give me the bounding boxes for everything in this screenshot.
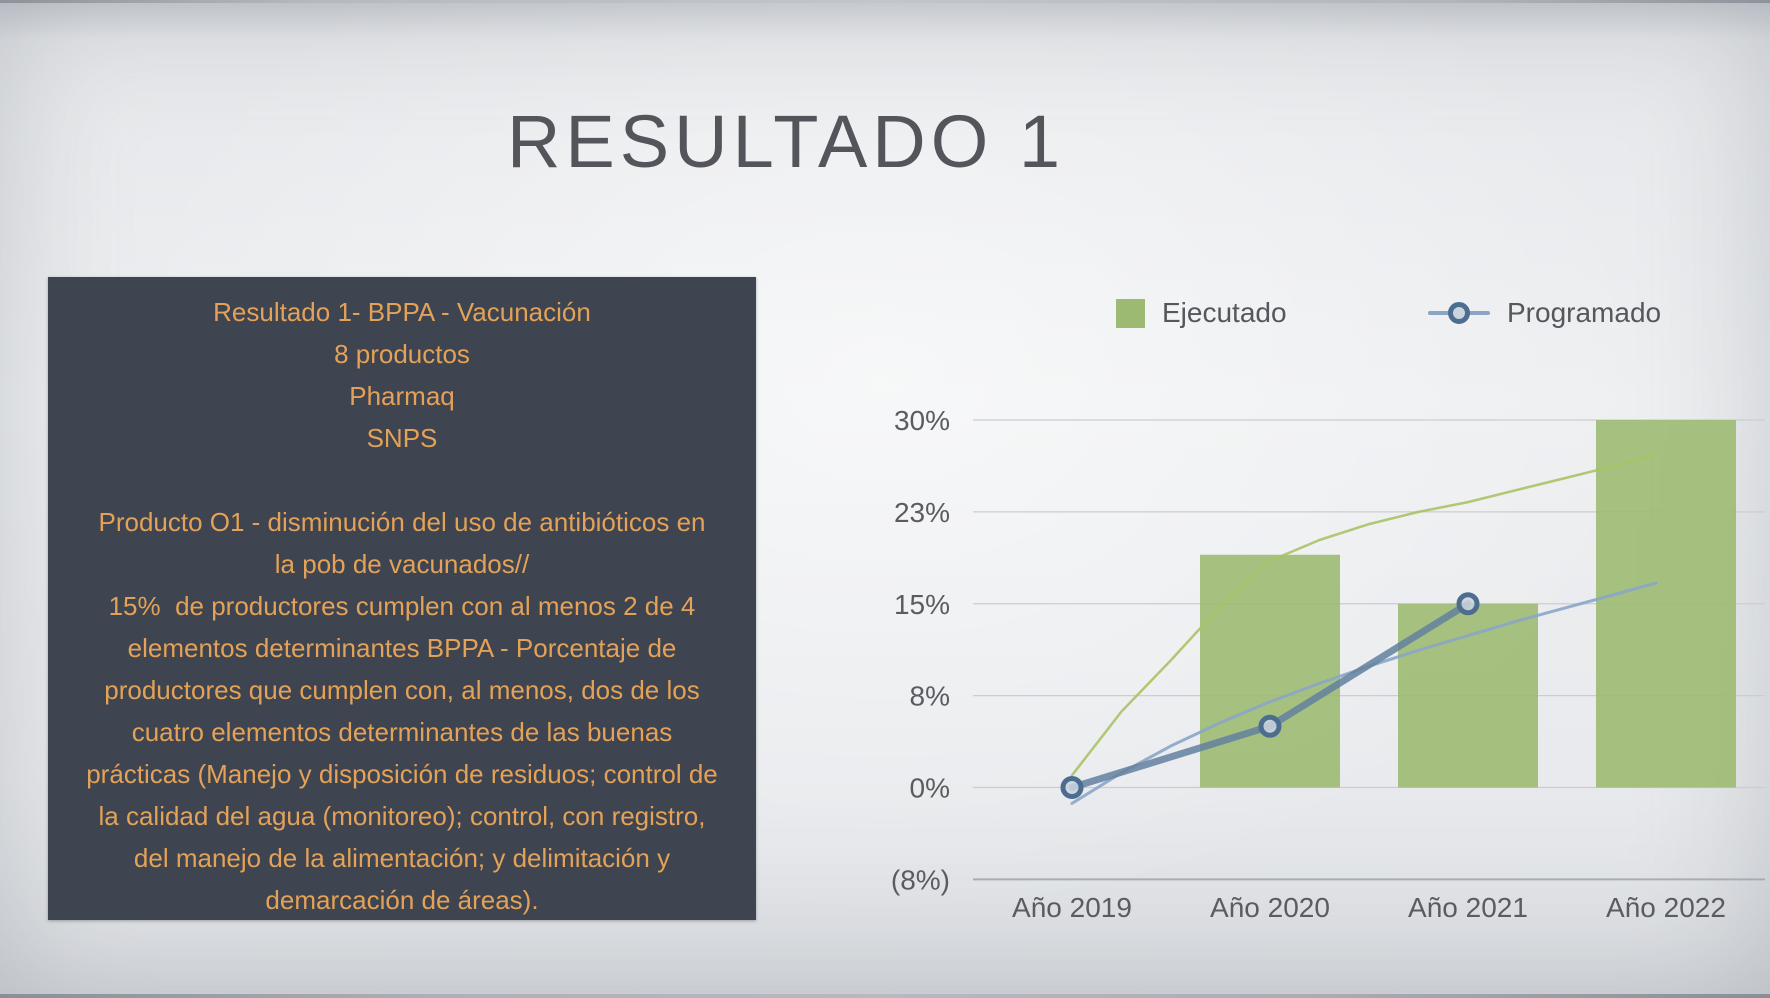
- info-box-line: [48, 459, 756, 501]
- x-axis-category-label: Año 2021: [1408, 892, 1528, 923]
- info-box-line: la pob de vacunados//: [274, 549, 530, 579]
- programado-marker: [1258, 714, 1282, 738]
- slide-top-edge: [0, 0, 1770, 3]
- y-axis-tick-label: (8%): [891, 864, 950, 895]
- legend-ring-icon: [1448, 302, 1470, 324]
- y-axis-tick-label: 0%: [910, 773, 950, 804]
- y-axis-tick-label: 15%: [894, 589, 950, 620]
- info-box-line: prácticas (Manejo y disposición de resid…: [86, 759, 718, 789]
- trendline-ejecutado: [1070, 453, 1658, 777]
- info-box-line: Producto O1 - disminución del uso de ant…: [98, 507, 706, 537]
- legend-item-ejecutado: Ejecutado: [1116, 296, 1287, 330]
- y-axis-tick-label: 23%: [894, 497, 950, 528]
- info-box: Resultado 1- BPPA - Vacunación 8 product…: [48, 277, 756, 920]
- info-box-line: Pharmaq: [349, 381, 455, 411]
- legend-label-ejecutado: Ejecutado: [1162, 297, 1287, 328]
- info-box-line: 8 productos: [334, 339, 470, 369]
- bar-ejecutado-año-2022: [1596, 420, 1736, 788]
- info-box-line: SNPS: [366, 423, 438, 453]
- x-axis-category-label: Año 2019: [1012, 892, 1132, 923]
- legend-label-programado: Programado: [1507, 297, 1662, 328]
- info-box-line: elementos determinantes BPPA - Porcentaj…: [127, 633, 677, 663]
- info-box-line: del manejo de la alimentación; y delimit…: [133, 843, 671, 873]
- x-axis-category-label: Año 2022: [1606, 892, 1726, 923]
- trendline-programado: [1070, 581, 1658, 805]
- info-box-line: la calidad del agua (monitoreo); control…: [98, 801, 706, 831]
- y-axis-tick-label: 8%: [910, 681, 950, 712]
- legend-item-programado: Programado: [1428, 296, 1661, 330]
- legend-swatch-ejecutado: [1116, 298, 1145, 328]
- y-axis-tick-label: 30%: [894, 405, 950, 436]
- info-box-line: Resultado 1- BPPA - Vacunación: [213, 297, 591, 327]
- bar-ejecutado-año-2020: [1200, 554, 1340, 788]
- legend-marker-programado: [1428, 298, 1490, 328]
- programado-marker: [1456, 592, 1480, 616]
- info-box-line: demarcación de áreas).: [265, 885, 539, 915]
- info-box-line: cuatro elementos determinantes de las bu…: [131, 717, 673, 747]
- x-axis-category-label: Año 2020: [1210, 892, 1330, 923]
- slide-bottom-edge: [0, 994, 1770, 998]
- results-chart: 30% 23% 15% 8% 0% (8%) Año 2019 Año 2020 Año 202…: [891, 405, 1765, 923]
- programado-marker: [1060, 776, 1084, 799]
- info-box-line: 15% de productores cumplen con al menos …: [108, 591, 696, 621]
- info-box-line: productores que cumplen con, al menos, d…: [104, 675, 700, 705]
- slide-title: RESULTADO 1: [506, 100, 1066, 183]
